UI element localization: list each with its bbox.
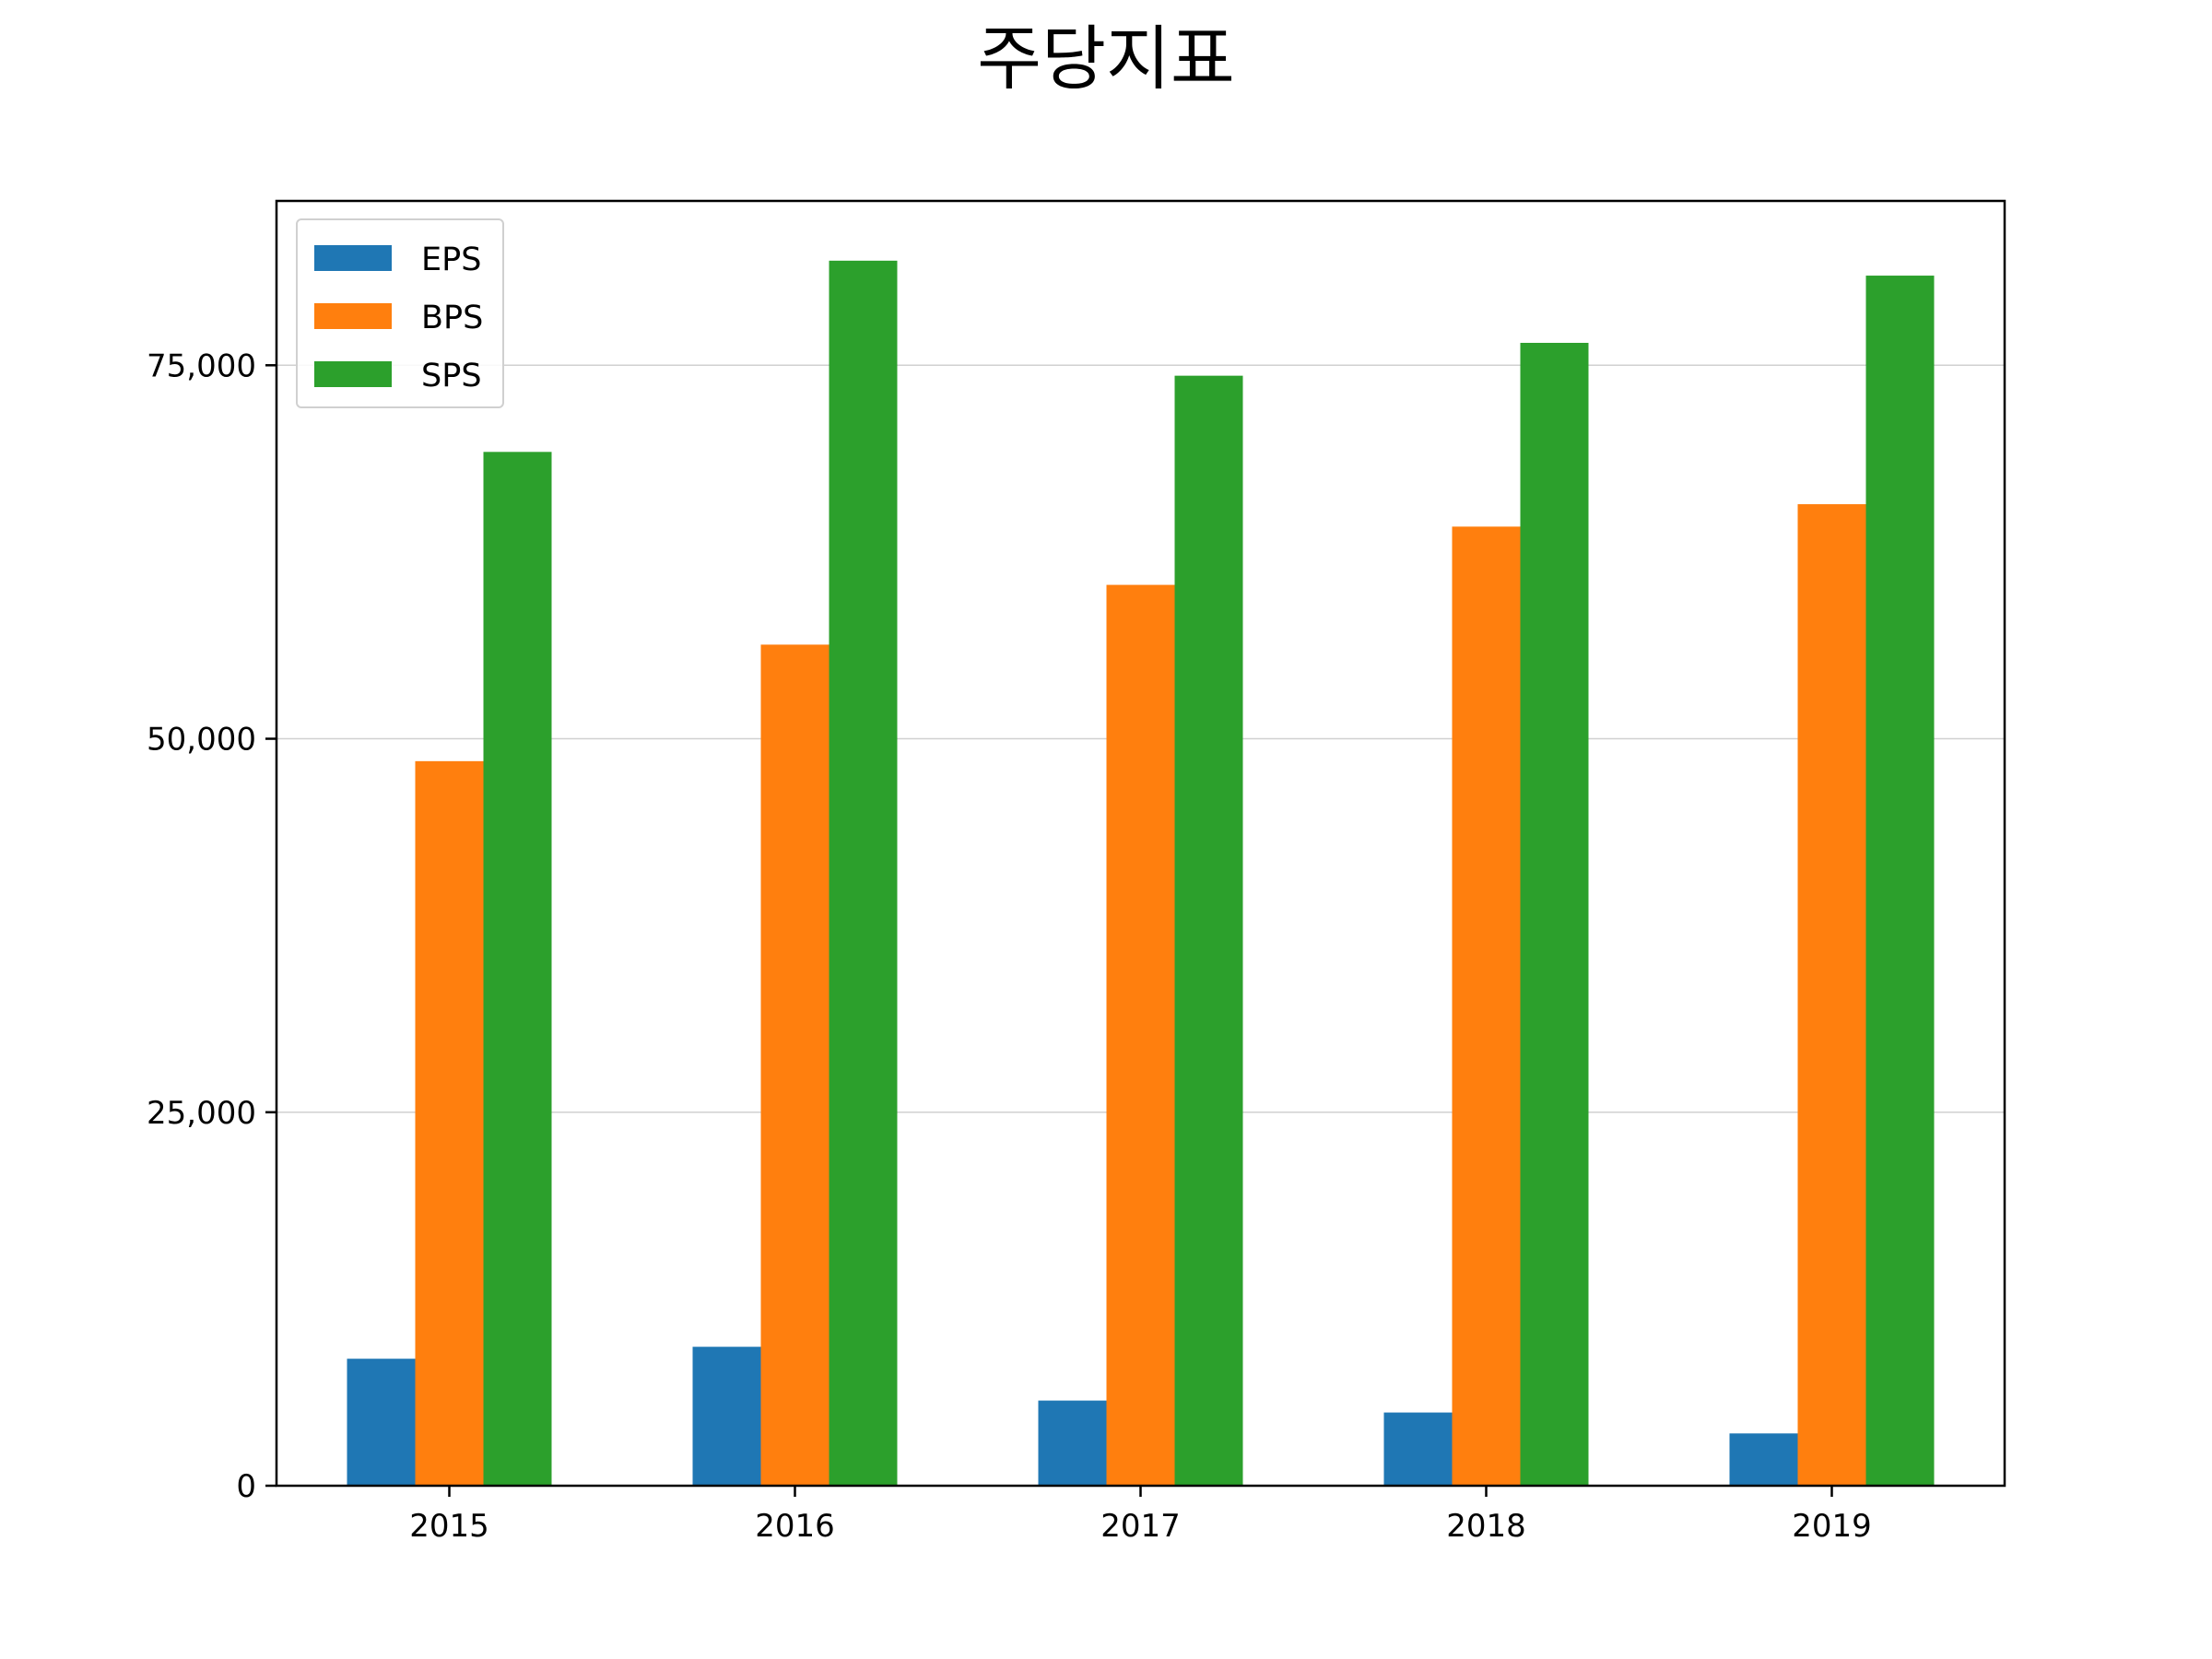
- bar-sps-2015: [483, 452, 552, 1486]
- bar-eps-2018: [1383, 1412, 1453, 1486]
- chart-title: 주당지표: [977, 18, 1235, 100]
- y-tick-label: 25,000: [147, 1095, 256, 1132]
- legend-swatch-bps: [314, 303, 392, 329]
- bar-eps-2017: [1038, 1400, 1107, 1486]
- x-tick-label: 2015: [409, 1508, 489, 1545]
- x-tick-label: 2019: [1792, 1508, 1872, 1545]
- y-axis: 0 25,000 50,000 75,000: [147, 347, 276, 1505]
- legend-swatch-eps: [314, 245, 392, 271]
- bar-eps-2016: [692, 1347, 761, 1486]
- y-tick-label: 0: [236, 1468, 256, 1505]
- y-tick-label: 75,000: [147, 347, 256, 384]
- bars: [347, 260, 1935, 1487]
- bar-sps-2019: [1865, 276, 1935, 1486]
- bar-sps-2017: [1174, 375, 1243, 1487]
- legend-label-eps: EPS: [421, 241, 481, 278]
- bar-eps-2015: [347, 1359, 416, 1486]
- bar-bps-2019: [1797, 504, 1866, 1486]
- bar-bps-2015: [415, 760, 484, 1486]
- y-tick-label: 50,000: [147, 722, 256, 759]
- bar-sps-2016: [829, 260, 898, 1487]
- legend: EPS BPS SPS: [296, 218, 504, 408]
- bar-bps-2016: [760, 644, 830, 1486]
- x-tick-label: 2018: [1446, 1508, 1526, 1545]
- x-tick-label: 2016: [755, 1508, 835, 1545]
- legend-label-bps: BPS: [421, 300, 483, 336]
- bar-bps-2018: [1452, 526, 1521, 1486]
- bar-eps-2019: [1729, 1433, 1798, 1486]
- x-axis: 2015 2016 2017 2018 2019: [409, 1486, 1872, 1545]
- bar-bps-2017: [1106, 584, 1175, 1486]
- legend-label-sps: SPS: [421, 358, 482, 394]
- bar-sps-2018: [1520, 342, 1589, 1486]
- x-tick-label: 2017: [1100, 1508, 1181, 1545]
- legend-swatch-sps: [314, 361, 392, 387]
